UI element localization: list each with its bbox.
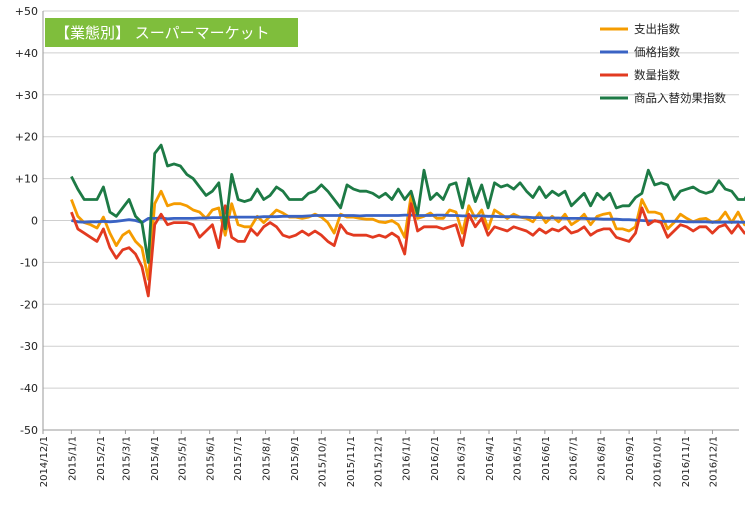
x-tick-label: 2015/10/1 [317,436,328,487]
chart-title-box: 【業態別】 スーパーマーケット [45,18,298,47]
x-tick-label: 2015/8/1 [262,436,273,481]
x-tick-label: 2015/7/1 [233,436,244,481]
x-tick-label: 2015/6/1 [206,436,217,481]
series-line-0 [70,189,745,281]
series-line-3 [70,143,745,264]
x-tick-label: 2016/4/1 [485,436,496,481]
y-tick-label: -40 [20,382,38,395]
x-tick-label: 2016/6/1 [541,436,552,481]
x-tick-label: 2015/11/1 [346,436,357,487]
x-tick-label: 2015/9/1 [290,436,301,481]
x-tick-label: 2015/5/1 [177,436,188,481]
legend-label: 支出指数 [634,22,680,36]
legend-label: 価格指数 [634,45,680,59]
x-tick-label: 2016/2/1 [430,436,441,481]
x-tick-label: 2016/5/1 [512,436,523,481]
y-tick-label: +10 [15,173,38,186]
y-tick-label: +20 [15,131,38,144]
x-tick-label: 2015/4/1 [150,436,161,481]
x-tick-label: 2016/1/1 [402,436,413,481]
series-lines [70,143,745,298]
x-tick-label: 2015/2/1 [96,436,107,481]
y-tick-label: -20 [20,298,38,311]
x-tick-label: 2016/10/1 [653,436,664,487]
y-tick-label: +40 [15,47,38,60]
y-tick-label: +30 [15,89,38,102]
x-tick-label: 2015/3/1 [121,436,132,481]
x-tick-label: 2015/12/1 [373,436,384,487]
y-tick-label: +50 [15,5,38,18]
legend-label: 数量指数 [634,68,680,82]
y-tick-label: -50 [20,424,38,437]
y-tick-label: -10 [20,256,38,269]
y-tick-label: -30 [20,340,38,353]
x-tick-label: 2016/8/1 [597,436,608,481]
y-tick-label: 0 [31,215,38,228]
legend-label: 商品入替効果指数 [634,91,726,105]
x-tick-label: 2016/7/1 [568,436,579,481]
x-tick-label: 2016/9/1 [625,436,636,481]
series-line-2 [70,202,745,298]
x-tick-label: 2016/3/1 [457,436,468,481]
x-tick-label: 2014/12/1 [39,436,50,487]
x-tick-label: 2016/11/1 [681,436,692,487]
y-axis: -50 -40 -30 -20 -10 0 +10 +20 +30 +40 +50 [15,5,44,437]
x-tick-label: 2016/12/1 [708,436,719,487]
chart-title: 【業態別】 スーパーマーケット [55,24,270,42]
x-axis: 2014/12/1 2015/1/1 2015/2/1 2015/3/1 2015/4/… [39,429,739,487]
x-tick-label: 2015/1/1 [67,436,78,481]
